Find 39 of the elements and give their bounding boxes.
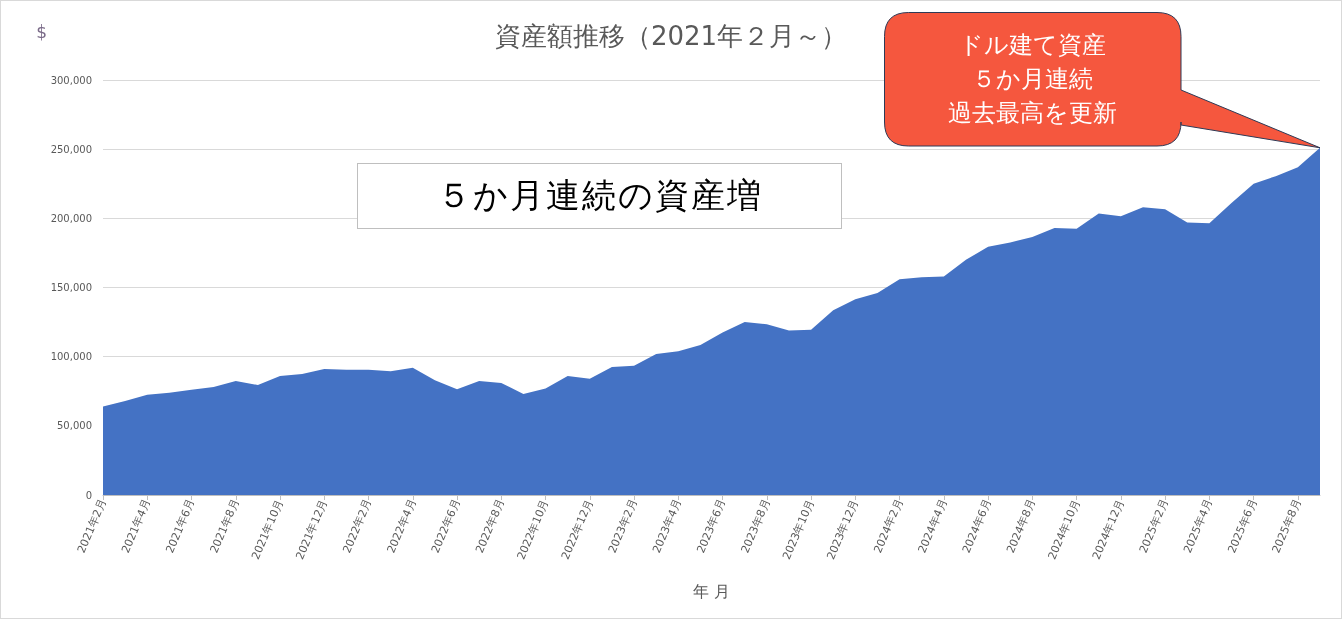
x-tick-label: 2021年8月 (207, 497, 242, 556)
x-tick-label: 2024年12月 (1089, 497, 1127, 562)
x-tick-label: 2024年8月 (1004, 497, 1039, 556)
y-tick-label: 250,000 (50, 143, 92, 155)
x-tick-label: 2021年4月 (119, 497, 154, 556)
x-tick-label: 2022年8月 (473, 497, 508, 556)
y-tick-label: 200,000 (50, 212, 92, 224)
y-tick-label: 100,000 (50, 351, 92, 363)
x-tick-label: 2023年12月 (824, 497, 862, 562)
x-tick-label: 2023年6月 (694, 497, 729, 556)
y-axis-title: $ (36, 21, 47, 42)
annotation: ５か月連続の資産増 (436, 174, 763, 217)
x-tick-label: 2023年2月 (605, 497, 641, 556)
x-tick-label: 2023年10月 (780, 497, 818, 562)
x-tick-label: 2023年8月 (738, 497, 773, 556)
y-tick-label: 150,000 (50, 282, 92, 293)
x-tick-label: 2021年12月 (293, 497, 331, 562)
chart-title: 資産額推移（2021年２月～） (494, 21, 848, 51)
x-tick-label: 2022年10月 (514, 497, 552, 562)
x-tick-label: 2022年2月 (340, 497, 375, 556)
x-tick-label: 2025年2月 (1136, 497, 1172, 556)
x-tick-label: 2021年6月 (163, 497, 198, 556)
x-tick-label: 2025年6月 (1225, 497, 1260, 556)
x-tick-label: 2024年2月 (871, 497, 906, 556)
x-tick-label: 2025年4月 (1181, 497, 1216, 556)
y-tick-label: 0 (85, 489, 92, 501)
x-tick-label: 2022年6月 (428, 497, 464, 556)
annotation: ドル建て資産５か月連続過去最高を更新 (948, 30, 1117, 129)
x-tick-label: 2025年8月 (1269, 497, 1304, 556)
x-tick-label: 2024年4月 (915, 497, 950, 556)
y-tick-label: 300,000 (50, 74, 92, 86)
x-tick-label: 2021年10月 (249, 497, 286, 562)
x-tick-label: 2024年10月 (1045, 497, 1083, 562)
x-axis-title: 年 月 (692, 581, 731, 601)
x-tick-label: 2022年12月 (558, 497, 596, 562)
x-tick-label: 2024年6月 (959, 497, 995, 556)
x-tick-label: 2022年4月 (384, 497, 419, 556)
x-tick-label: 2023年4月 (650, 497, 685, 556)
y-tick-label: 50,000 (57, 420, 92, 432)
